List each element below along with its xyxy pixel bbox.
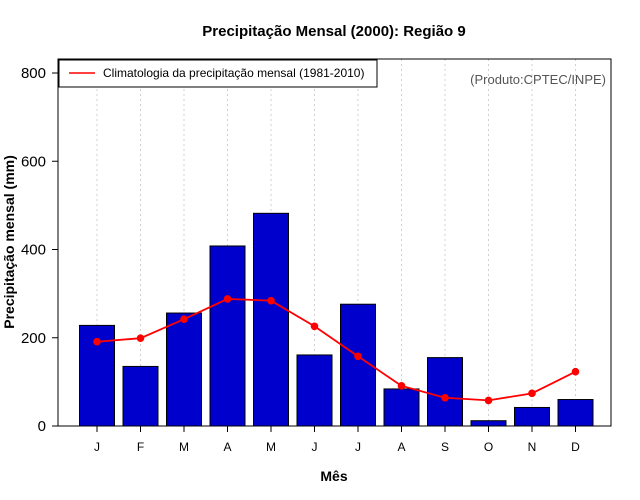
bar-5 xyxy=(296,354,333,427)
y-tick-label: 800 xyxy=(21,65,46,82)
y-tick-label: 400 xyxy=(21,242,46,259)
x-tick-label: O xyxy=(484,440,493,454)
y-tick-label: 0 xyxy=(38,418,46,435)
legend-box xyxy=(58,59,378,88)
bar-4 xyxy=(253,212,289,427)
bars xyxy=(79,212,594,427)
y-tick-label: 200 xyxy=(21,330,46,347)
bar-1 xyxy=(122,365,159,427)
climatology-point xyxy=(180,315,188,324)
x-tick-label: A xyxy=(397,440,405,454)
climatology-point xyxy=(441,393,449,402)
bar-11 xyxy=(557,399,594,427)
x-tick-label: M xyxy=(266,440,276,454)
x-tick-label: J xyxy=(355,440,361,454)
legend-entry-climatology: Climatologia da precipitação mensal (198… xyxy=(103,66,364,80)
climatology-point xyxy=(93,337,101,346)
climatology-point xyxy=(397,382,406,390)
x-tick-label: A xyxy=(223,440,231,454)
bar-3 xyxy=(209,245,246,427)
x-tick-label: J xyxy=(94,440,100,454)
climatology-point xyxy=(267,296,275,305)
bar-10 xyxy=(514,406,550,427)
climatology-point xyxy=(484,396,493,405)
source-annotation: (Produto:CPTEC/INPE) xyxy=(470,72,606,87)
bar-7 xyxy=(383,388,420,427)
y-tick-label: 600 xyxy=(21,153,46,170)
x-tick-label: D xyxy=(571,440,580,454)
climatology-polyline xyxy=(96,298,576,402)
x-tick-label: N xyxy=(528,440,537,454)
x-tick-label: S xyxy=(441,440,449,454)
bar-8 xyxy=(427,357,463,427)
climatology-line xyxy=(93,295,580,405)
x-tick-label: M xyxy=(179,440,189,454)
climatology-point xyxy=(223,295,232,303)
climatology-point xyxy=(310,322,319,331)
bar-2 xyxy=(166,312,202,427)
y-axis-label: Precipitação mensal (mm) xyxy=(1,155,17,329)
x-tick-label: J xyxy=(312,440,318,454)
bar-9 xyxy=(470,420,507,427)
chart-title: Precipitação Mensal (2000): Região 9 xyxy=(202,23,465,40)
x-tick-label: F xyxy=(137,440,144,454)
climatology-point xyxy=(354,352,362,361)
climatology-point xyxy=(528,389,536,398)
y-axis: 0 200 400 600 800 xyxy=(21,65,58,435)
plot-frame xyxy=(57,58,612,427)
x-axis-label: Mês xyxy=(320,468,347,484)
climatology-point xyxy=(136,334,145,342)
legend: Climatologia da precipitação mensal (198… xyxy=(58,59,378,88)
climatology-point xyxy=(571,367,580,376)
